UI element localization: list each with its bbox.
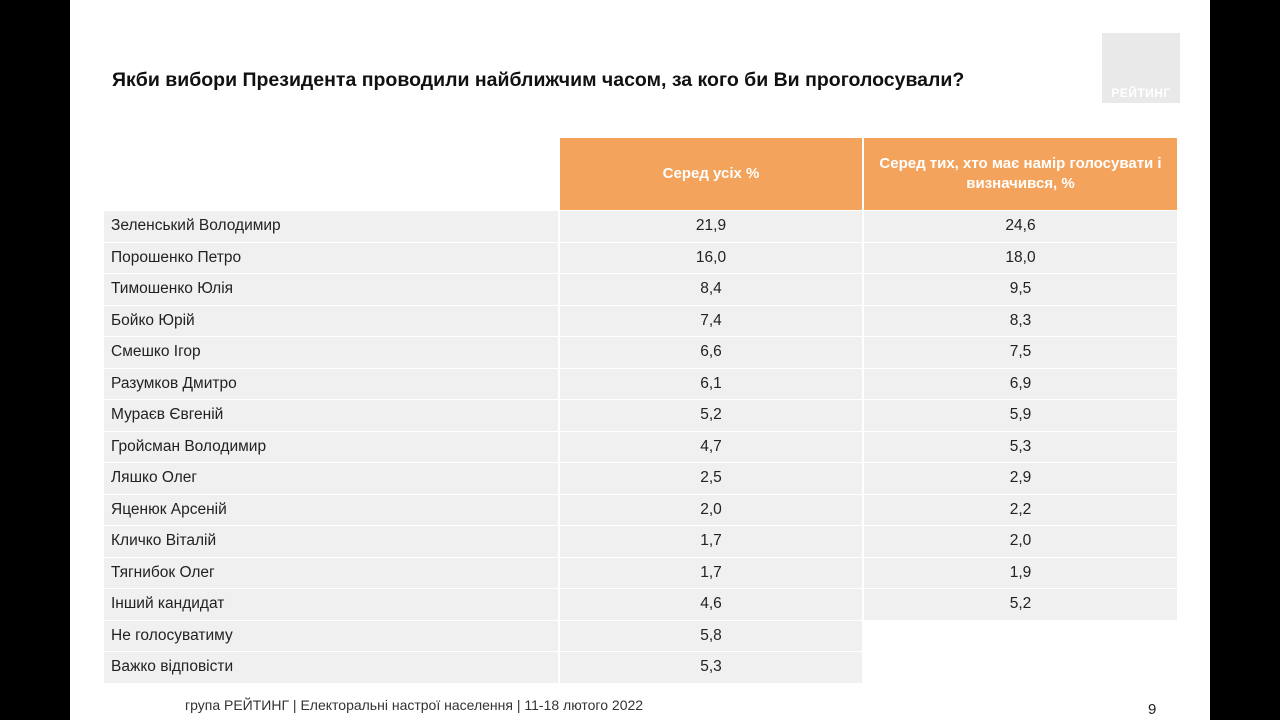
logo-text: РЕЙТИНГ [1111,86,1171,100]
header-decided-percent: Серед тих, хто має намір голосувати і ви… [862,138,1179,211]
all-percent-cell: 5,3 [558,651,864,683]
all-percent-cell: 4,6 [558,588,864,620]
candidate-name-cell: Важко відповісти [104,651,560,683]
decided-percent-cell [862,651,1179,683]
candidate-name-cell: Яценюк Арсеній [104,493,560,526]
all-percent-cell: 8,4 [558,273,864,305]
table-row: Гройсман Володимир 4,7 5,3 [104,430,1179,463]
table-row: Разумков Дмитро 6,1 6,9 [104,367,1179,400]
candidate-name-cell: Порошенко Петро [104,241,560,274]
table-row: Яценюк Арсеній 2,0 2,2 [104,493,1179,526]
candidate-name-cell: Інший кандидат [104,588,560,620]
all-percent-cell: 16,0 [558,241,864,274]
decided-percent-cell: 2,9 [862,462,1179,494]
table-row: Смешко Ігор 6,6 7,5 [104,336,1179,368]
header-blank-cell [104,138,559,211]
all-percent-cell: 1,7 [558,556,864,589]
candidate-name-cell: Разумков Дмитро [104,367,560,400]
decided-percent-cell: 7,5 [862,336,1179,368]
table-row: Зеленський Володимир 21,9 24,6 [104,210,1179,242]
page-number: 9 [1148,701,1157,718]
table-row: Кличко Віталій 1,7 2,0 [104,525,1179,557]
decided-percent-cell: 1,9 [862,556,1179,589]
all-percent-cell: 2,0 [558,493,864,526]
table-row: Бойко Юрій 7,4 8,3 [104,304,1179,337]
all-percent-cell: 5,2 [558,399,864,431]
decided-percent-cell [862,619,1179,652]
all-percent-cell: 4,7 [558,430,864,463]
all-percent-cell: 2,5 [558,462,864,494]
candidate-name-cell: Ляшко Олег [104,462,560,494]
decided-percent-cell: 6,9 [862,367,1179,400]
candidate-name-cell: Тимошенко Юлія [104,273,560,305]
rating-logo: РЕЙТИНГ [1102,33,1180,103]
candidate-name-cell: Не голосуватиму [104,619,560,652]
all-percent-cell: 1,7 [558,525,864,557]
presentation-slide: Якби вибори Президента проводили найближ… [70,0,1210,720]
all-percent-cell: 21,9 [558,210,864,242]
candidate-name-cell: Смешко Ігор [104,336,560,368]
all-percent-cell: 6,1 [558,367,864,400]
all-percent-cell: 7,4 [558,304,864,337]
decided-percent-cell: 9,5 [862,273,1179,305]
slide-footer: група РЕЙТИНГ | Електоральні настрої нас… [185,697,644,713]
decided-percent-cell: 8,3 [862,304,1179,337]
table-row: Тягнибок Олег 1,7 1,9 [104,556,1179,589]
slide-title: Якби вибори Президента проводили найближ… [112,69,965,91]
all-percent-cell: 6,6 [558,336,864,368]
candidate-name-cell: Зеленський Володимир [104,210,560,242]
table-row: Не голосуватиму 5,8 [104,619,1179,652]
candidate-name-cell: Тягнибок Олег [104,556,560,589]
candidate-name-cell: Бойко Юрій [104,304,560,337]
all-percent-cell: 5,8 [558,619,864,652]
decided-percent-cell: 24,6 [862,210,1179,242]
candidate-name-cell: Гройсман Володимир [104,430,560,463]
decided-percent-cell: 2,0 [862,525,1179,557]
table-row: Тимошенко Юлія 8,4 9,5 [104,273,1179,305]
decided-percent-cell: 5,2 [862,588,1179,620]
candidate-name-cell: Мураєв Євгеній [104,399,560,431]
table-header-row: Серед усіх % Серед тих, хто має намір го… [104,138,1179,211]
table-row: Інший кандидат 4,6 5,2 [104,588,1179,620]
table-row: Порошенко Петро 16,0 18,0 [104,241,1179,274]
candidate-name-cell: Кличко Віталій [104,525,560,557]
table-row: Мураєв Євгеній 5,2 5,9 [104,399,1179,431]
decided-percent-cell: 2,2 [862,493,1179,526]
decided-percent-cell: 18,0 [862,241,1179,274]
table-row: Ляшко Олег 2,5 2,9 [104,462,1179,494]
poll-results-table: Серед усіх % Серед тих, хто має намір го… [104,138,1179,683]
header-all-percent: Серед усіх % [558,138,864,211]
decided-percent-cell: 5,3 [862,430,1179,463]
decided-percent-cell: 5,9 [862,399,1179,431]
table-row: Важко відповісти 5,3 [104,651,1179,683]
